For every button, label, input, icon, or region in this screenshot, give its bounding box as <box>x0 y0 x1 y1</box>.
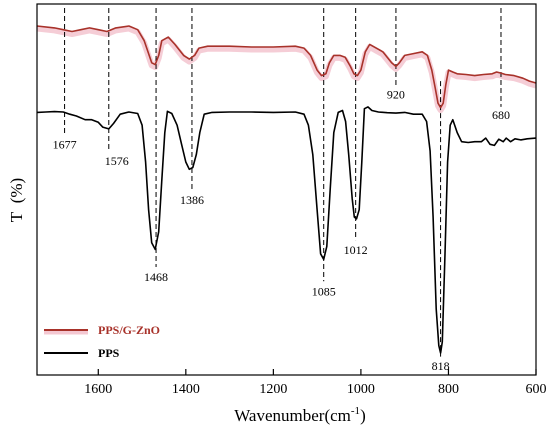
peak-label-1386: 1386 <box>180 193 204 207</box>
x-tick-label: 1600 <box>84 382 112 397</box>
x-axis-title-superscript: -1 <box>351 405 360 417</box>
legend-label-pps: PPS <box>98 346 120 360</box>
x-tick-label: 1400 <box>172 382 200 397</box>
series-line-pps-g-zno <box>36 25 537 109</box>
y-axis-title: T (%) <box>7 178 26 222</box>
peak-label-680: 680 <box>492 108 510 122</box>
series-band-layer <box>36 25 537 114</box>
peak-label-818: 818 <box>432 359 450 373</box>
peak-label-920: 920 <box>387 87 405 101</box>
series-layer <box>36 25 537 354</box>
plot-frame <box>36 3 537 376</box>
series-band-pps-g-zno <box>36 25 537 114</box>
x-tick-label: 800 <box>438 382 459 397</box>
legend: PPS/G-ZnO PPS <box>44 323 160 360</box>
peak-label-1085: 1085 <box>312 284 336 298</box>
peak-label-1677: 1677 <box>53 137 77 151</box>
peak-label-1576: 1576 <box>105 154 129 168</box>
x-tick-label: 1000 <box>347 382 375 397</box>
peak-label-1468: 1468 <box>144 270 168 284</box>
peak-label-1012: 1012 <box>344 243 368 257</box>
x-tick-label: 1200 <box>259 382 287 397</box>
series-line-pps <box>36 106 537 354</box>
x-axis-ticks: 1600 1400 1200 1000 800 600 <box>84 369 547 397</box>
peak-marker-layer <box>64 8 502 357</box>
peak-label-layer: 1677 1576 1468 1386 1085 1012 920 818 680 <box>53 87 510 373</box>
x-tick-label: 600 <box>526 382 547 397</box>
legend-label-pps-g-zno: PPS/G-ZnO <box>98 323 160 337</box>
x-axis-title: Wavenumber(cm-1) <box>234 405 365 425</box>
